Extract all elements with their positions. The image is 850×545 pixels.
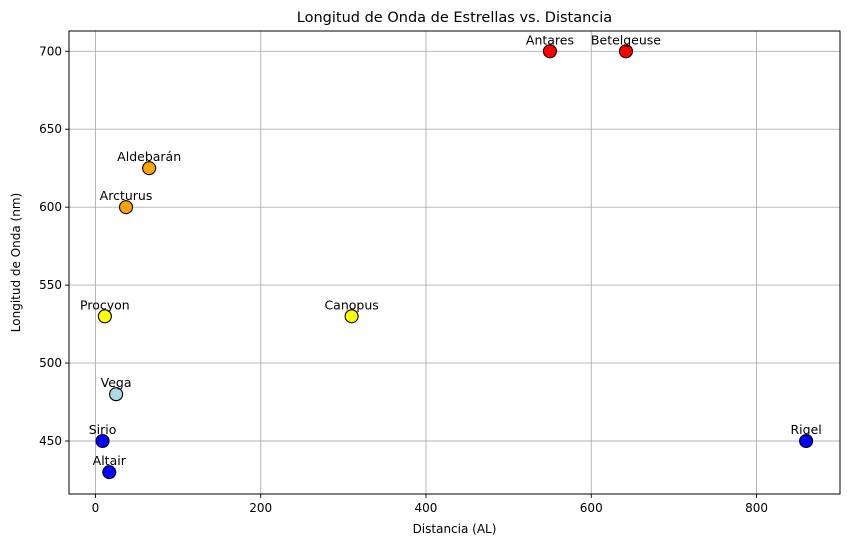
data-points: [95, 44, 814, 480]
x-axis-label: Distancia (AL): [413, 522, 497, 536]
star-label: Betelgeuse: [591, 32, 661, 47]
y-tick-label: 550: [39, 278, 62, 292]
star-label: Arcturus: [100, 188, 153, 203]
star-label: Aldebarán: [117, 149, 181, 164]
star-label: Canopus: [324, 297, 378, 312]
star-point: [799, 433, 814, 449]
y-axis-label: Longitud de Onda (nm): [9, 193, 23, 332]
star-label: Procyon: [80, 297, 130, 312]
star-point: [109, 387, 124, 402]
x-tick-label: 800: [745, 501, 768, 515]
axis-ticks: 0 200 400 600 800 450 500 550 600 650 700: [39, 44, 768, 515]
star-point: [95, 433, 110, 449]
y-tick-label: 450: [39, 434, 62, 448]
star-label: Antares: [526, 32, 574, 47]
x-tick-label: 0: [92, 501, 100, 515]
star-point: [102, 465, 117, 480]
x-tick-label: 200: [249, 501, 272, 515]
star-point: [142, 161, 157, 176]
y-tick-label: 600: [39, 200, 62, 214]
y-tick-label: 700: [39, 44, 62, 58]
star-point: [118, 200, 134, 215]
x-tick-label: 600: [580, 501, 603, 515]
grid: [69, 31, 840, 494]
x-tick-label: 400: [415, 501, 438, 515]
y-tick-label: 500: [39, 356, 62, 370]
star-label: Vega: [101, 375, 132, 390]
y-tick-label: 650: [39, 122, 62, 136]
star-point: [344, 309, 359, 324]
star-point: [542, 44, 557, 59]
chart-title: Longitud de Onda de Estrellas vs. Distan…: [297, 10, 612, 26]
star-label: Rigel: [790, 422, 821, 437]
point-labels: Sirio Altair Procyon Vega Arcturus Aldebarán C…: [80, 32, 822, 468]
star-label: Altair: [93, 453, 127, 468]
star-label: Sirio: [89, 422, 117, 437]
star-point: [97, 309, 112, 324]
star-point: [618, 44, 634, 59]
plot-frame: [68, 30, 841, 495]
